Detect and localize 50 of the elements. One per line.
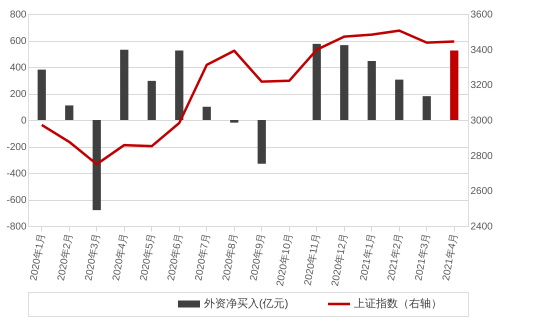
x-tick-label: 2020年4月 [110, 232, 130, 282]
bar [38, 70, 46, 120]
y2-tick-label: 2400 [470, 222, 494, 232]
x-tick-label: 2020年3月 [82, 232, 103, 282]
bar [175, 50, 184, 120]
legend-label: 外资净买入(亿元) [204, 297, 288, 310]
x-tick-label: 2021年3月 [412, 232, 433, 282]
y2-tick-label: 3000 [470, 116, 494, 126]
y-tick-label: 600 [10, 36, 27, 47]
x-tick-label: 2021年1月 [358, 232, 378, 282]
y2-tick-label: 2800 [470, 150, 494, 162]
legend-label: 上证指数（右轴） [354, 297, 442, 310]
y2-tick-label: 3600 [470, 10, 494, 20]
y2-tick-label: 3400 [470, 44, 494, 56]
y-tick-label: 400 [10, 62, 27, 74]
x-tick-label: 2020年7月 [192, 232, 213, 282]
bar [92, 120, 101, 210]
y-tick-label: 200 [10, 89, 27, 100]
bar [422, 96, 431, 120]
y-tick-label: -600 [6, 195, 27, 206]
bar [340, 45, 348, 120]
bar [65, 105, 74, 120]
bar [450, 50, 458, 120]
x-tick-label: 2020年5月 [138, 232, 158, 282]
line-series [40, 29, 456, 166]
bar [148, 80, 156, 120]
x-tick-label: 2021年2月 [385, 232, 406, 282]
y-tick-label: -200 [6, 142, 27, 153]
y-tick-label: -400 [6, 168, 27, 180]
bar [395, 80, 404, 120]
bar [202, 106, 211, 120]
bar [120, 50, 128, 120]
x-tick-label: 2020年10月 [274, 232, 296, 288]
y2-tick-label: 2600 [470, 186, 494, 198]
bar [258, 120, 266, 164]
x-tick-label: 2020年2月 [55, 232, 76, 282]
y2-tick-label: 3200 [470, 80, 494, 92]
x-tick-label: 2020年11月 [302, 232, 323, 286]
y-tick-label: -800 [6, 222, 27, 232]
x-tick-label: 2020年6月 [165, 232, 186, 282]
x-tick-label: 2020年9月 [248, 232, 268, 282]
x-tick-label: 2020年8月 [220, 232, 240, 282]
bar [230, 120, 238, 123]
bar [312, 44, 321, 120]
y-tick-label: 800 [10, 10, 27, 20]
y-tick-label: 0 [20, 116, 27, 126]
bar [368, 61, 376, 120]
x-tick-label: 2020年12月 [329, 232, 350, 288]
x-tick-label: 2020年1月 [28, 232, 48, 282]
x-tick-label: 2021年4月 [440, 232, 460, 282]
